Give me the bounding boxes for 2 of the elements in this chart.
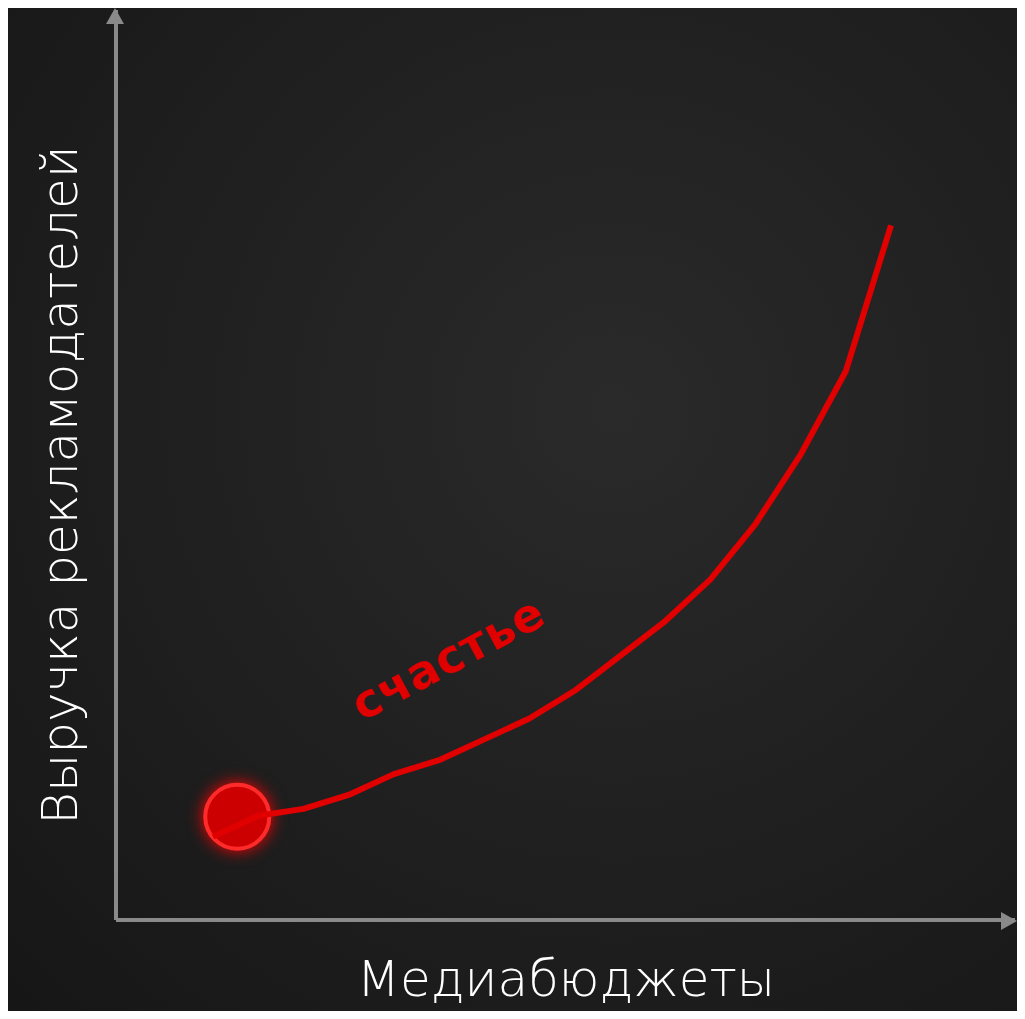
x-axis-title: Медиабюджеты [355, 949, 777, 1009]
y-axis-title: Выручка рекламодателей [30, 144, 90, 825]
